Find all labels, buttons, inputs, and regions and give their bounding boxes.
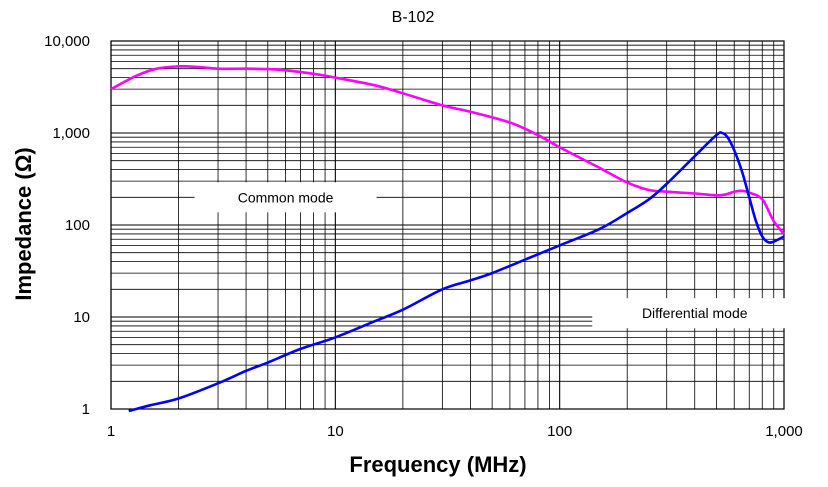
x-axis-label: Frequency (MHz) — [349, 452, 526, 477]
y-tick-label: 1,000 — [52, 125, 90, 142]
annotation-label: Differential mode — [642, 305, 748, 321]
y-tick-label: 10,000 — [44, 33, 90, 50]
series-layer — [110, 65, 786, 413]
chart-title: B-102 — [392, 9, 435, 26]
x-tick-label: 1 — [107, 423, 115, 440]
y-tick-label: 100 — [65, 217, 90, 234]
annotation-layer: Common mode Differential mode — [194, 182, 798, 329]
grid-lines — [110, 41, 784, 410]
annotation-label: Common mode — [238, 189, 334, 205]
plot-frame — [110, 40, 785, 410]
y-tick-label: 10 — [73, 309, 90, 326]
annotation-box — [592, 298, 798, 329]
annotation-box — [194, 182, 377, 213]
x-tick-label: 10 — [327, 423, 344, 440]
y-tick-labels: 1 10 100 1,000 10,000 — [44, 33, 90, 418]
x-tick-labels: 1 10 100 1,000 — [107, 423, 803, 440]
y-tick-label: 1 — [82, 401, 90, 418]
y-axis-label: Impedance (Ω) — [11, 147, 36, 300]
series-line-common-mode — [110, 65, 786, 235]
series-line-differential-mode — [128, 131, 785, 413]
x-tick-label: 100 — [547, 423, 572, 440]
x-tick-label: 1,000 — [765, 423, 803, 440]
